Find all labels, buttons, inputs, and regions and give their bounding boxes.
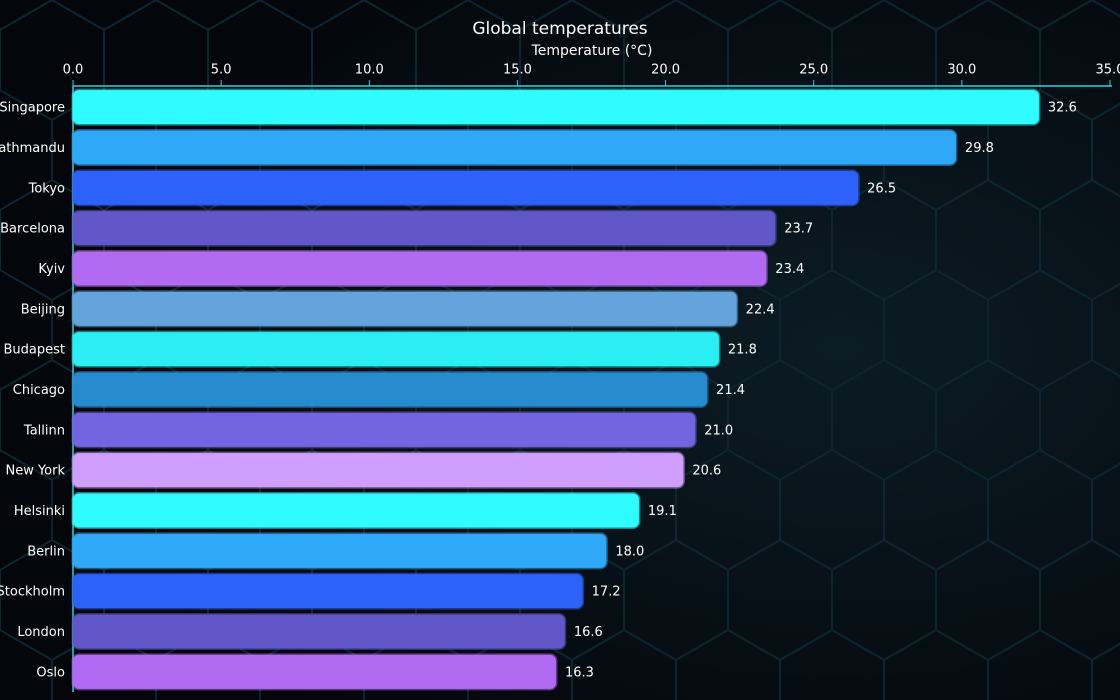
data-label: 21.4 — [716, 383, 745, 398]
bar — [71, 451, 685, 489]
y-tick-label: Beijing — [21, 302, 65, 317]
data-label: 23.7 — [784, 222, 813, 237]
data-label: 16.3 — [565, 665, 594, 680]
bar — [71, 330, 721, 368]
y-tick-label: Kyiv — [38, 262, 65, 277]
y-tick-label: Kathmandu — [0, 141, 65, 156]
x-tick-label: 35.0 — [1096, 63, 1120, 78]
x-tick-label: 0.0 — [63, 63, 84, 78]
bar — [71, 169, 860, 207]
bar — [71, 290, 739, 328]
data-label: 18.0 — [615, 544, 644, 559]
y-tick-label: Helsinki — [14, 504, 65, 519]
y-tick-label: Barcelona — [0, 222, 65, 237]
bar — [71, 653, 558, 691]
data-label: 26.5 — [867, 181, 896, 196]
bar — [71, 572, 585, 610]
bar — [71, 250, 768, 287]
x-tick-label: 15.0 — [503, 63, 532, 78]
data-label: 16.6 — [574, 625, 603, 640]
x-axis-title: Temperature (°C) — [531, 43, 653, 59]
data-label: 19.1 — [648, 504, 677, 519]
data-label: 32.6 — [1048, 101, 1077, 116]
data-label: 22.4 — [746, 302, 775, 317]
x-tick-label: 25.0 — [799, 63, 828, 78]
chart-title: Global temperatures — [472, 19, 647, 39]
x-tick-label: 20.0 — [651, 63, 680, 78]
bar — [71, 492, 641, 529]
y-tick-label: Berlin — [27, 544, 65, 559]
y-tick-label: Oslo — [36, 665, 65, 680]
x-tick-label: 10.0 — [355, 63, 384, 78]
bar — [71, 613, 567, 650]
y-tick-label: Tallinn — [23, 423, 65, 438]
y-tick-label: Tokyo — [28, 181, 65, 196]
y-tick-label: Budapest — [4, 343, 66, 358]
bar — [71, 129, 958, 166]
data-label: 23.4 — [775, 262, 804, 277]
data-label: 17.2 — [592, 585, 621, 600]
y-tick-label: Stockholm — [0, 585, 65, 600]
data-label: 21.0 — [704, 423, 733, 438]
bar — [71, 371, 709, 408]
y-tick-label: Singapore — [0, 101, 65, 116]
y-tick-label: New York — [5, 464, 65, 479]
x-tick-label: 30.0 — [947, 63, 976, 78]
x-tick-label: 5.0 — [211, 63, 232, 78]
data-label: 29.8 — [965, 141, 994, 156]
bar — [71, 209, 777, 247]
bar — [71, 88, 1041, 126]
bar — [71, 532, 608, 570]
y-tick-label: London — [17, 625, 65, 640]
bar — [71, 411, 697, 449]
data-label: 21.8 — [728, 343, 757, 358]
y-tick-label: Chicago — [13, 383, 65, 398]
data-label: 20.6 — [692, 464, 721, 479]
